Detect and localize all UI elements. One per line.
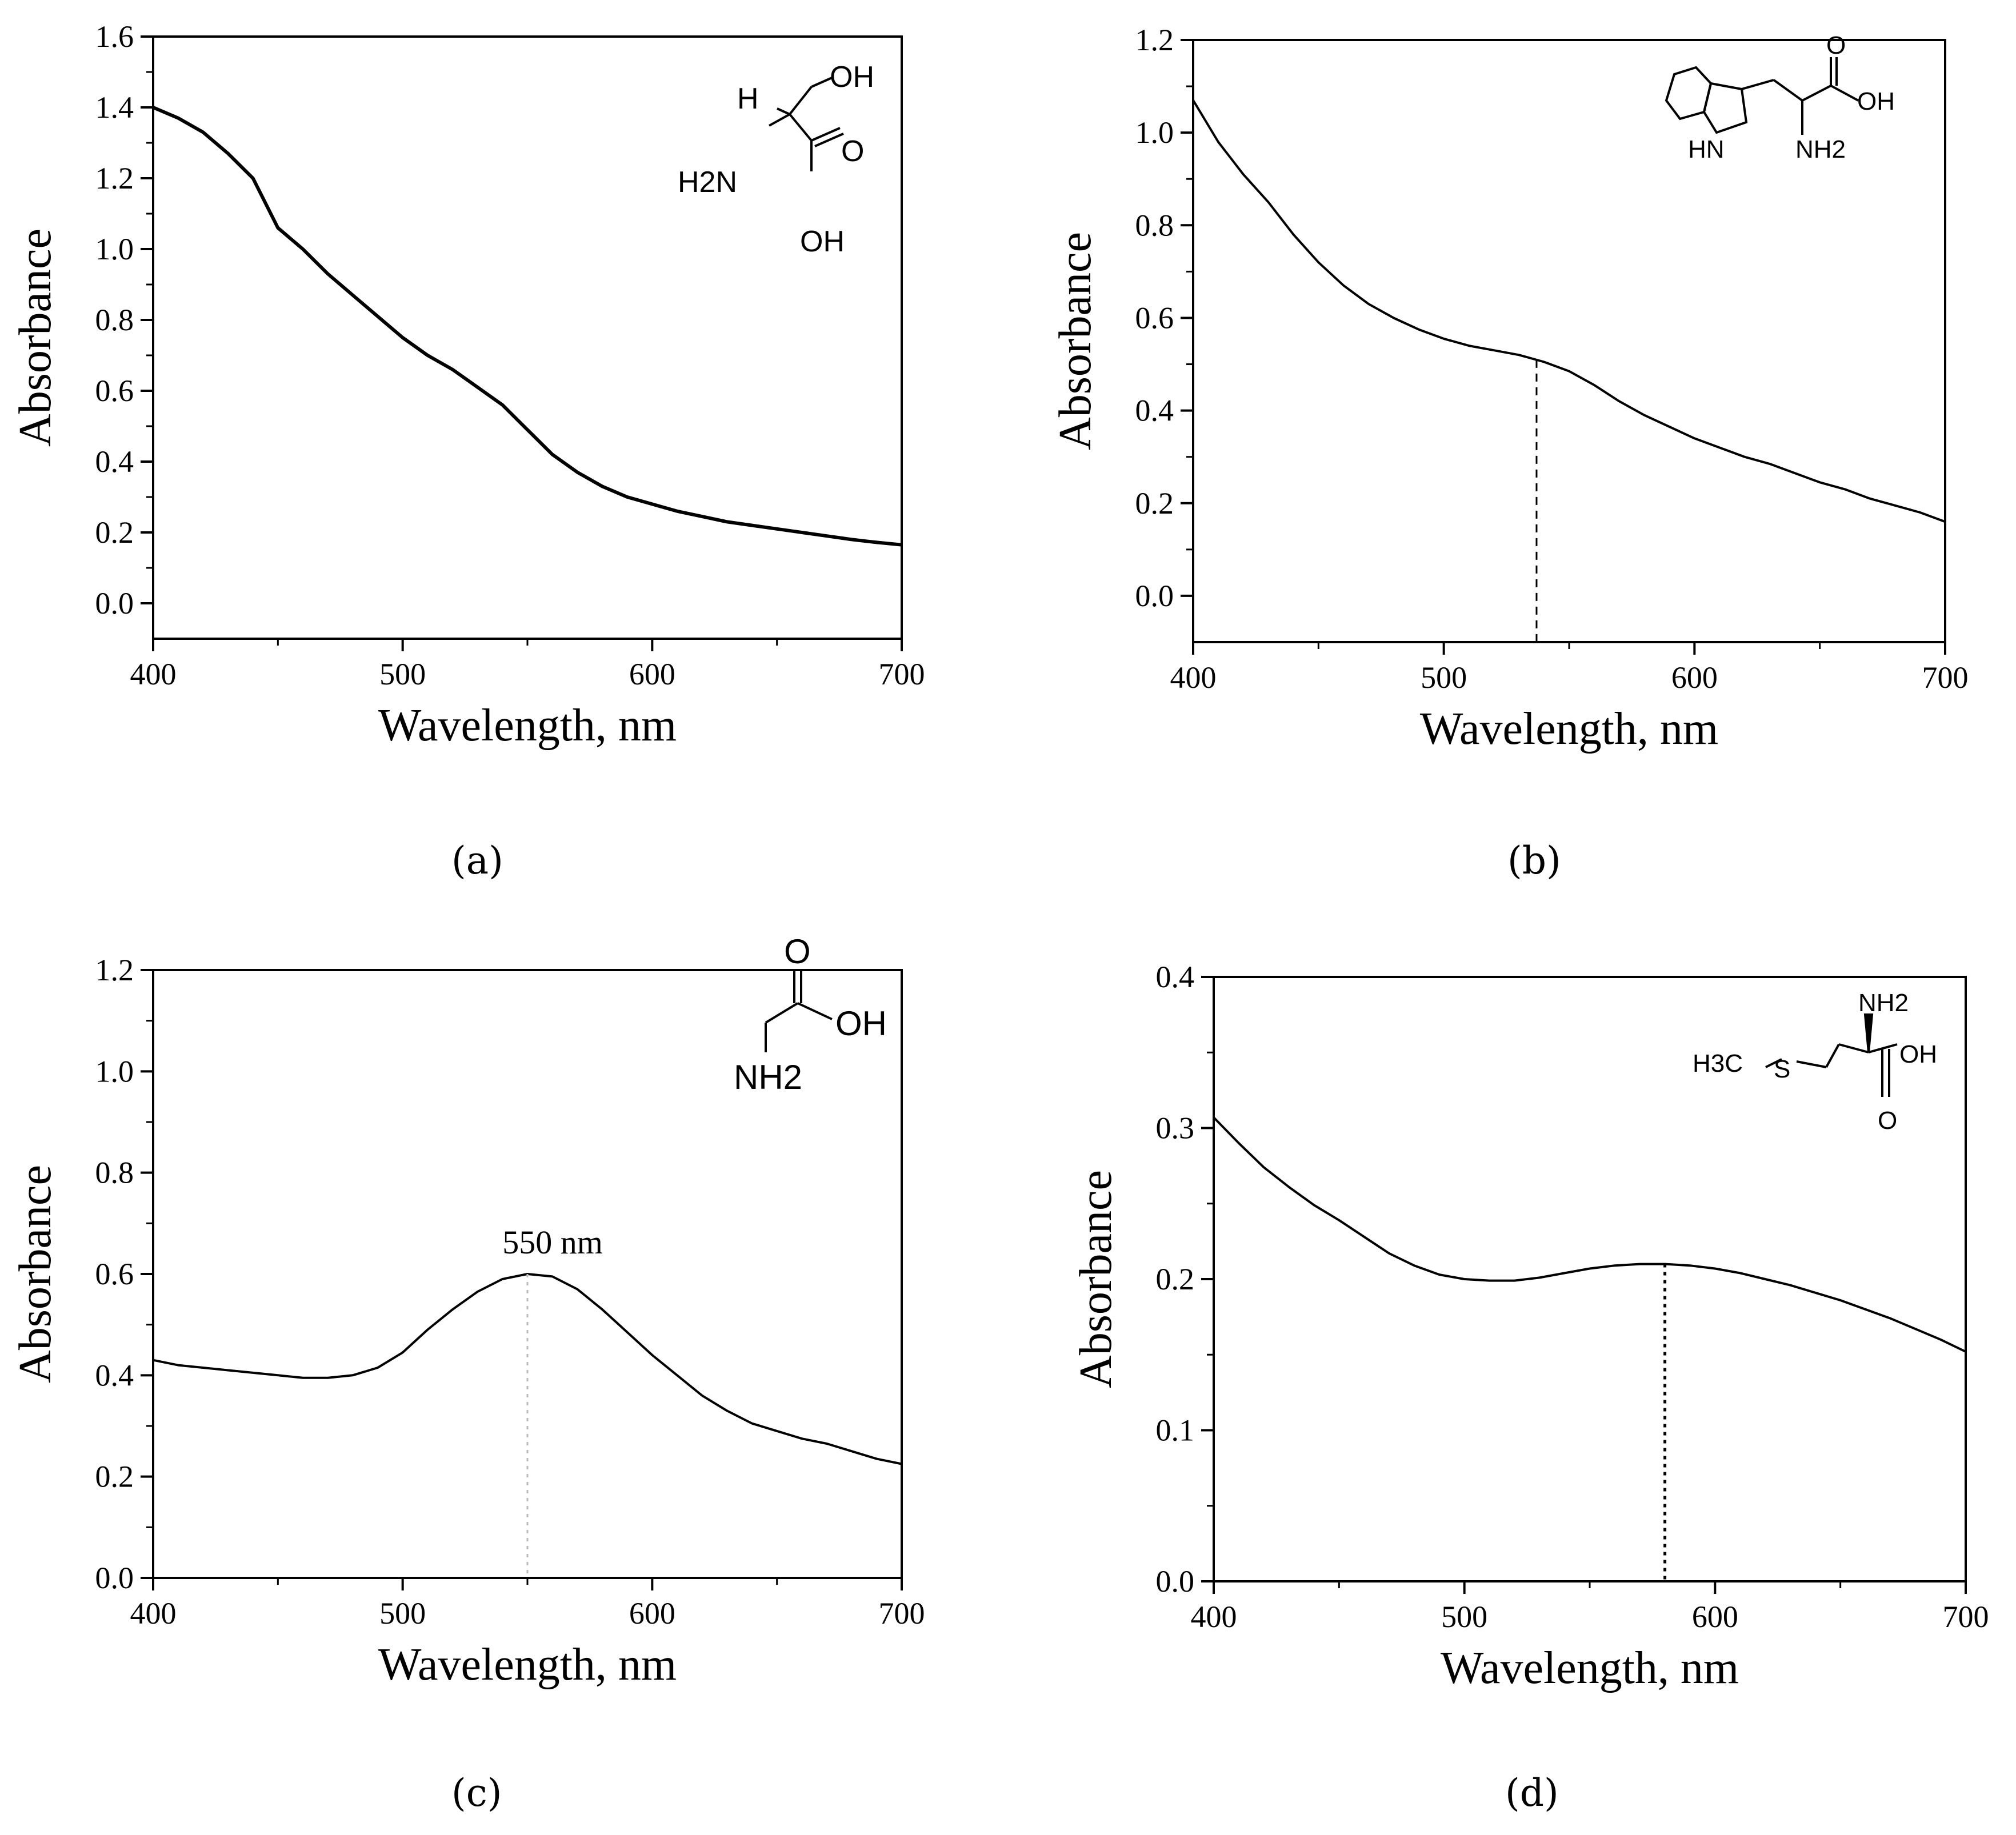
x-tick-label: 600	[629, 1596, 675, 1630]
y-tick-label: 0.2	[1156, 1262, 1195, 1296]
structure-text: S	[1774, 1055, 1790, 1083]
panel-label-c: (c)	[451, 1771, 502, 1815]
y-tick-label: 0.3	[1156, 1111, 1195, 1145]
y-tick-label: 0.0	[1135, 579, 1174, 613]
x-tick-label: 600	[629, 657, 675, 691]
chart-panel-c: O OH NH2 400 500 600 700 0.0 0.2 0.4 0.6 0.8 1.0 1…	[0, 917, 1008, 1835]
x-tick-label: 700	[879, 657, 925, 691]
y-tick-label: 0.2	[95, 1460, 134, 1494]
chart-panel-d: NH2 H3C S OH O 400 500 600 700 0.0 0.1 0.2 0.3 0…	[1008, 917, 2016, 1835]
y-tick-label: 0.6	[1135, 301, 1174, 335]
y-axis-label: Absorbance	[10, 229, 61, 447]
y-tick-label: 0.4	[1156, 960, 1195, 994]
x-tick-label: 400	[1170, 660, 1217, 695]
y-axis-label: Absorbance	[1071, 1170, 1121, 1388]
panel-label-a: (a)	[451, 839, 503, 883]
panel-label-d: (d)	[1505, 1771, 1559, 1815]
x-tick-label: 600	[1692, 1600, 1738, 1634]
y-tick-label: 1.0	[95, 1054, 134, 1088]
chart-c-plot: O OH NH2 400 500 600 700 0.0 0.2 0.4 0.6 0.8 1.0 1…	[10, 932, 925, 1690]
x-tick-label: 600	[1671, 660, 1718, 695]
plot-frame-a	[152, 35, 903, 640]
structure-text: OH	[1899, 1040, 1937, 1068]
y-tick-label: 1.2	[95, 161, 134, 195]
y-tick-label: 1.6	[95, 19, 134, 54]
y-tick-label: 0.8	[1135, 208, 1174, 242]
structure-text: OH	[835, 1004, 887, 1043]
x-tick-label: 400	[1191, 1600, 1237, 1634]
structure-text: H2N	[678, 166, 737, 199]
y-axis-label: Absorbance	[10, 1165, 61, 1383]
y-tick-label: 0.2	[1135, 486, 1174, 520]
x-tick-label: 700	[879, 1596, 925, 1630]
y-tick-label: 1.4	[95, 90, 134, 125]
y-tick-label: 0.4	[95, 1358, 134, 1392]
x-axis-label: Wavelength, nm	[378, 700, 677, 751]
panel-label-b: (b)	[1507, 839, 1561, 883]
absorbance-line-a	[152, 106, 902, 547]
y-tick-label: 1.2	[95, 953, 134, 987]
y-tick-label: 0.0	[95, 586, 134, 620]
x-axis-label: Wavelength, nm	[1420, 704, 1718, 754]
y-tick-label: 0.8	[95, 303, 134, 337]
x-tick-label: 400	[130, 657, 177, 691]
glycine-structure: O OH NH2	[734, 932, 887, 1096]
structure-text: OH	[830, 61, 874, 94]
chart-b-plot: O OH HN NH2 400 500 600 700 0.0 0.2 0.4 0.6 0.8 1…	[1050, 23, 1969, 754]
structure-text: H3C	[1693, 1049, 1743, 1077]
y-tick-label: 0.1	[1156, 1413, 1195, 1448]
absorbance-line-d	[1213, 1116, 1966, 1353]
plot-frame-b	[1192, 39, 1946, 643]
structure-text: O	[1826, 31, 1846, 59]
structure-text: OH	[1857, 87, 1895, 115]
serine-structure: H OH H2N O OH	[678, 61, 874, 258]
x-tick-label: 500	[1421, 660, 1467, 695]
structure-text: HN	[1688, 135, 1725, 163]
y-tick-label: 0.6	[95, 1257, 134, 1291]
structure-text: NH2	[734, 1058, 802, 1096]
y-tick-label: 0.0	[1156, 1564, 1195, 1598]
x-tick-label: 400	[130, 1596, 177, 1630]
x-axis-label: Wavelength, nm	[1441, 1643, 1739, 1693]
structure-text: NH2	[1795, 135, 1846, 163]
structure-text: O	[1878, 1107, 1897, 1135]
plot-frame-d	[1213, 976, 1967, 1582]
structure-text: H	[737, 82, 759, 115]
y-tick-label: 0.0	[95, 1561, 134, 1595]
y-tick-label: 0.8	[95, 1156, 134, 1190]
x-axis-label: Wavelength, nm	[378, 1640, 677, 1690]
chart-d-plot: NH2 H3C S OH O 400 500 600 700 0.0 0.1 0.2 0.3 0…	[1071, 960, 1989, 1693]
x-tick-label: 500	[379, 657, 426, 691]
y-tick-label: 1.0	[95, 232, 134, 266]
chart-panel-a: H OH H2N O OH 400 500 600 700 0.0 0.2 0.4 0.6 0.…	[0, 0, 1008, 917]
y-axis-label: Absorbance	[1050, 232, 1101, 450]
tryptophan-structure: O OH HN NH2	[1665, 31, 1895, 163]
y-tick-label: 0.4	[1135, 394, 1174, 428]
y-tick-label: 1.0	[1135, 115, 1174, 150]
peak-annotation: 550 nm	[502, 1224, 603, 1261]
x-tick-label: 500	[1441, 1600, 1487, 1634]
structure-text: NH2	[1858, 989, 1909, 1017]
y-tick-label: 0.4	[95, 444, 134, 479]
chart-panel-b: O OH HN NH2 400 500 600 700 0.0 0.2 0.4 0.6 0.8 1…	[1008, 0, 2016, 917]
methionine-structure: NH2 H3C S OH O	[1693, 989, 1937, 1135]
y-tick-label: 0.2	[95, 515, 134, 550]
x-tick-label: 500	[379, 1596, 426, 1630]
x-tick-label: 700	[1922, 660, 1969, 695]
x-tick-label: 700	[1943, 1600, 1989, 1634]
chart-a-plot: H OH H2N O OH 400 500 600 700 0.0 0.2 0.4 0.6 0.…	[10, 19, 925, 751]
structure-text: O	[784, 932, 811, 971]
y-tick-label: 0.6	[95, 374, 134, 408]
structure-text: OH	[800, 225, 845, 258]
structure-text: O	[841, 135, 864, 168]
y-tick-label: 1.2	[1135, 23, 1174, 57]
absorbance-line-b	[1192, 99, 1946, 523]
